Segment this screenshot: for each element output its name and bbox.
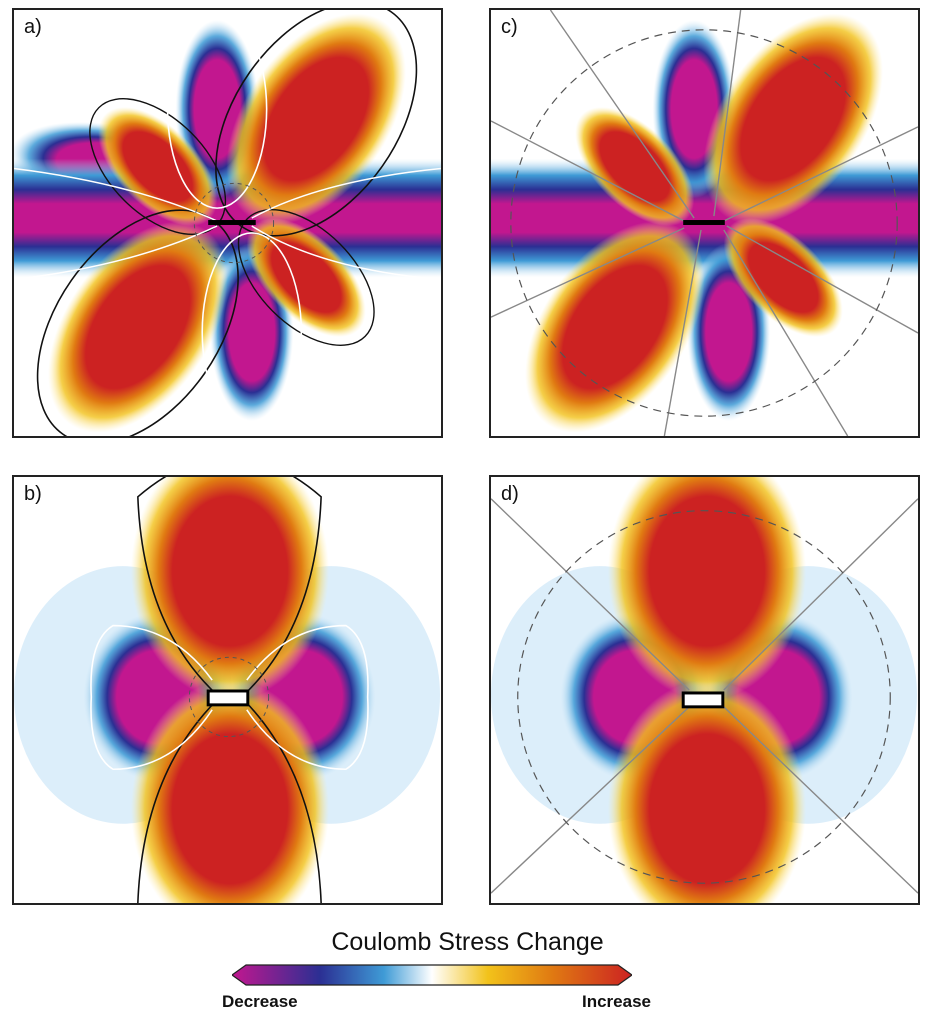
distance-circle-d: [517, 510, 891, 884]
nodal-line-d-4: [723, 706, 918, 894]
contour-a-upper-left: [89, 98, 227, 235]
stress-field-d: [491, 477, 918, 903]
lobe-c-upper-right-increase: [703, 13, 883, 225]
lobe-d-top-increase: [607, 477, 807, 700]
contour-a-right-bottom: [251, 225, 441, 281]
stress-field-a: [14, 10, 441, 436]
contour-b-left-negative: [90, 624, 213, 771]
contour-a-lower-negative: [201, 232, 303, 432]
nodal-line-c-1: [491, 120, 685, 222]
fault-c: [683, 220, 725, 225]
nodal-line-d-1: [491, 498, 690, 691]
source-circle-b: [188, 656, 270, 738]
contour-b-top: [137, 477, 322, 696]
source-circle-a: [193, 182, 275, 264]
lobe-b-top-increase: [130, 477, 330, 700]
lobe-c-upper-left-increase: [575, 106, 695, 227]
lobe-a-lower-left-increase: [48, 221, 228, 433]
panel-b-label: b): [24, 483, 42, 505]
nodal-line-d-3: [491, 706, 690, 894]
distance-circle-c: [510, 29, 898, 417]
panel-a: a): [12, 8, 443, 438]
nodal-line-c-7: [723, 229, 849, 436]
colorbar-title: Coulomb Stress Change: [331, 928, 604, 956]
panel-a-label: a): [24, 16, 42, 38]
nodal-line-c-8: [726, 225, 918, 334]
colorbar-increase-label: Increase: [582, 992, 651, 1011]
colorbar-gradient: [232, 964, 632, 986]
colorbar-shape: [232, 964, 632, 986]
fault-b: [206, 689, 250, 707]
lobe-c-lower-right-increase: [723, 217, 843, 338]
colorbar-decrease-label: Decrease: [222, 992, 298, 1011]
panel-d-label: d): [501, 483, 519, 505]
contour-b-right-negative: [246, 624, 369, 771]
colorbar: [232, 964, 632, 986]
panel-b: b): [12, 475, 443, 905]
stress-field-c: [491, 10, 918, 436]
nodal-line-c-5: [491, 227, 685, 318]
fault-d: [681, 691, 725, 709]
fault-a: [208, 220, 256, 225]
contour-a-upper-right: [215, 10, 418, 237]
lobe-c-lower-left-increase: [525, 221, 705, 433]
lobe-a-lower-right-increase: [246, 217, 366, 338]
nodal-line-c-4: [723, 126, 918, 222]
contour-a-lower-right: [237, 209, 375, 346]
panel-c-label: c): [501, 16, 518, 38]
nodal-line-c-2: [549, 10, 695, 219]
contour-a-upper-negative: [166, 10, 268, 209]
panel-c: c): [489, 8, 920, 438]
contour-b-bottom: [137, 699, 322, 903]
lobe-a-upper-left-increase: [98, 106, 218, 227]
lobe-b-bottom-increase: [130, 680, 330, 903]
nodal-line-c-3: [713, 10, 742, 217]
nodal-line-c-6: [663, 229, 702, 436]
lobe-a-upper-right-increase: [226, 13, 406, 225]
nodal-line-d-2: [723, 498, 918, 691]
contour-a-right-top: [251, 167, 441, 219]
panel-d: d): [489, 475, 920, 905]
stress-field-b: [14, 477, 441, 903]
